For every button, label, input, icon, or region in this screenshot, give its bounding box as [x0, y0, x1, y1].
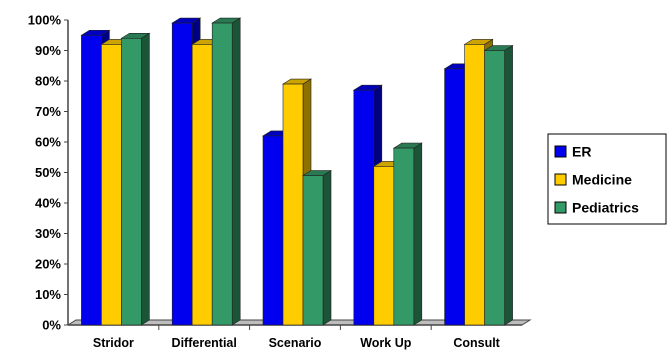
bar-medicine-differential — [191, 44, 213, 326]
bar-pediatrics-work-up — [393, 147, 415, 326]
bar-er-work-up — [353, 89, 375, 326]
y-tick-label: 0% — [42, 318, 61, 333]
legend-label-pediatrics: Pediatrics — [572, 200, 639, 216]
bar-er-scenario — [262, 135, 284, 326]
y-tick-label: 50% — [35, 165, 61, 180]
bar-pediatrics-differential — [211, 22, 233, 326]
legend-label-er: ER — [572, 144, 591, 160]
y-tick-label: 90% — [35, 43, 61, 58]
legend-swatch-er — [554, 145, 567, 158]
bar-er-differential — [171, 22, 193, 326]
bar-side-pediatrics — [231, 17, 241, 326]
y-tick-label: 80% — [35, 74, 61, 89]
y-tick-label: 70% — [35, 104, 61, 119]
legend-swatch-pediatrics — [554, 201, 567, 214]
bar-er-consult — [444, 68, 465, 326]
y-tick-label: 20% — [35, 257, 61, 272]
y-tick-label: 100% — [28, 13, 62, 28]
bar-er-stridor — [81, 34, 102, 326]
x-tick-label: Stridor — [93, 336, 134, 350]
bar-side-pediatrics — [141, 32, 150, 326]
legend-swatch-medicine — [554, 173, 567, 186]
x-tick-label: Work Up — [360, 336, 412, 350]
y-tick-label: 60% — [35, 135, 61, 150]
x-tick-label: Consult — [453, 336, 500, 350]
y-tick-label: 30% — [35, 226, 61, 241]
bar-side-pediatrics — [504, 44, 513, 326]
bar-side-pediatrics — [322, 170, 332, 326]
bar-pediatrics-scenario — [302, 175, 324, 326]
bar-medicine-stridor — [101, 44, 122, 326]
bar-medicine-work-up — [373, 166, 395, 326]
bar-pediatrics-consult — [484, 50, 505, 326]
x-tick-label: Scenario — [269, 336, 322, 350]
x-tick-label: Differential — [172, 336, 237, 350]
y-tick-label: 40% — [35, 196, 61, 211]
y-tick-label: 10% — [35, 287, 61, 302]
bar-side-pediatrics — [413, 142, 423, 326]
bar-medicine-consult — [464, 44, 485, 326]
legend-label-medicine: Medicine — [572, 172, 632, 188]
bar-pediatrics-stridor — [121, 37, 142, 326]
legend-box — [547, 133, 667, 225]
bar-medicine-scenario — [282, 83, 304, 326]
